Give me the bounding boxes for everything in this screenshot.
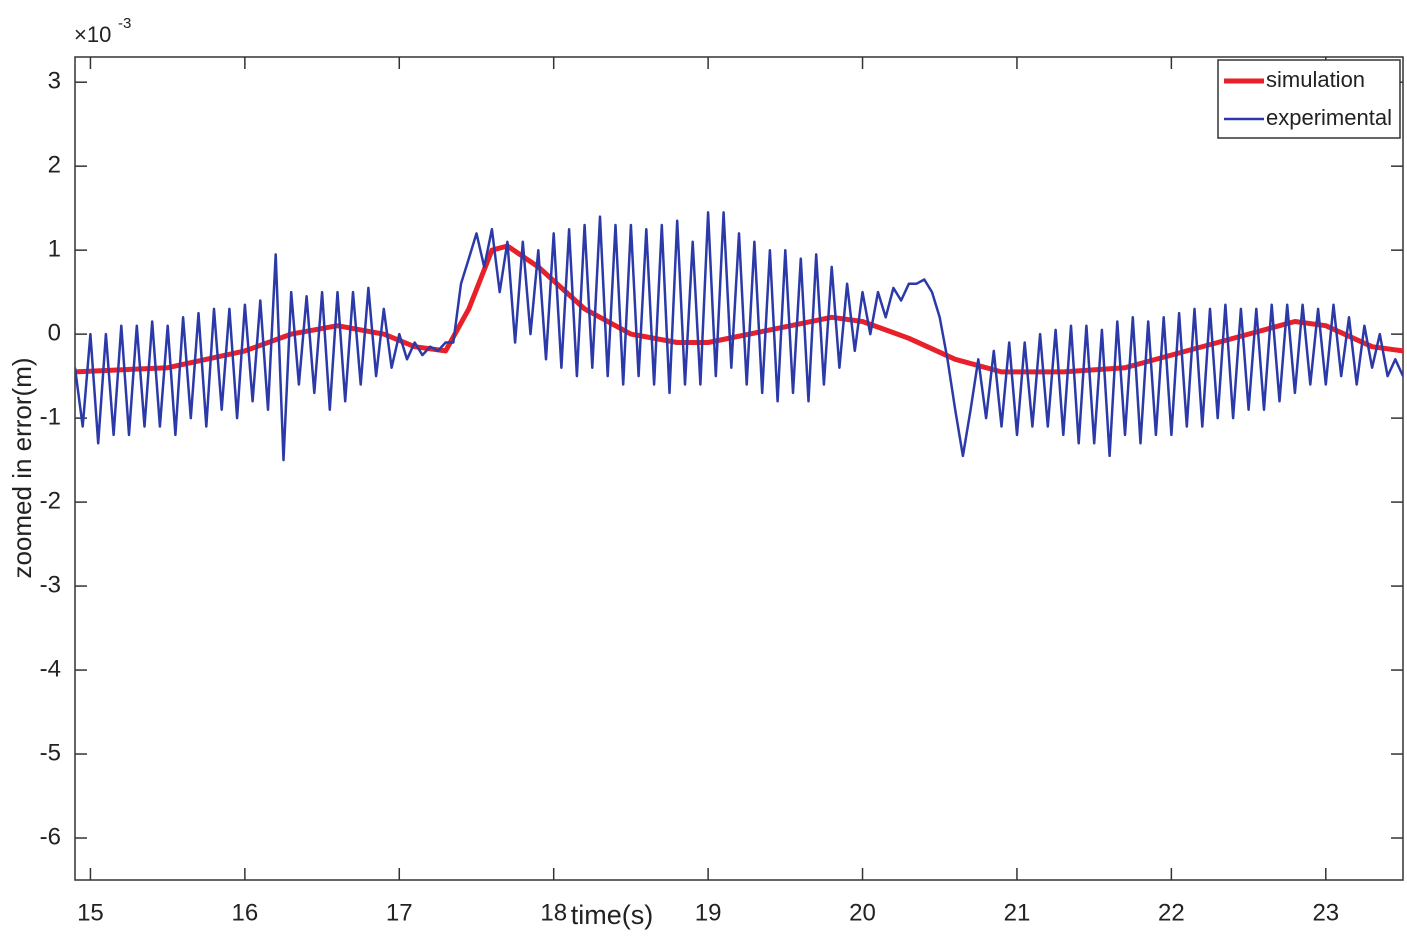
x-tick-label: 20 [849, 899, 876, 926]
x-tick-label: 18 [540, 899, 567, 926]
x-tick-label: 22 [1158, 899, 1185, 926]
x-tick-label: 15 [77, 899, 104, 926]
y-exponent-base: ×10 [74, 22, 111, 47]
x-tick-label: 23 [1312, 899, 1339, 926]
y-tick-label: -3 [40, 571, 61, 598]
legend-label: experimental [1266, 105, 1392, 130]
y-tick-label: -2 [40, 487, 61, 514]
y-exponent: -3 [118, 15, 131, 32]
y-tick-label: 1 [48, 235, 61, 262]
y-axis-label: zoomed in error(m) [7, 357, 37, 578]
x-tick-label: 17 [386, 899, 413, 926]
y-tick-label: 2 [48, 152, 61, 179]
x-tick-label: 19 [695, 899, 722, 926]
x-axis-label: time(s) [571, 900, 654, 930]
series-line [75, 211, 1403, 462]
x-tick-label: 16 [232, 899, 259, 926]
y-tick-label: -5 [40, 739, 61, 766]
y-tick-label: -6 [40, 823, 61, 850]
y-tick-label: -4 [40, 655, 61, 682]
y-tick-label: -1 [40, 403, 61, 430]
y-tick-label: 3 [48, 68, 61, 95]
x-tick-label: 21 [1004, 899, 1031, 926]
y-tick-label: 0 [48, 319, 61, 346]
legend-label: simulation [1266, 67, 1365, 92]
legend-box [1217, 59, 1401, 139]
plot-frame [74, 56, 1404, 881]
